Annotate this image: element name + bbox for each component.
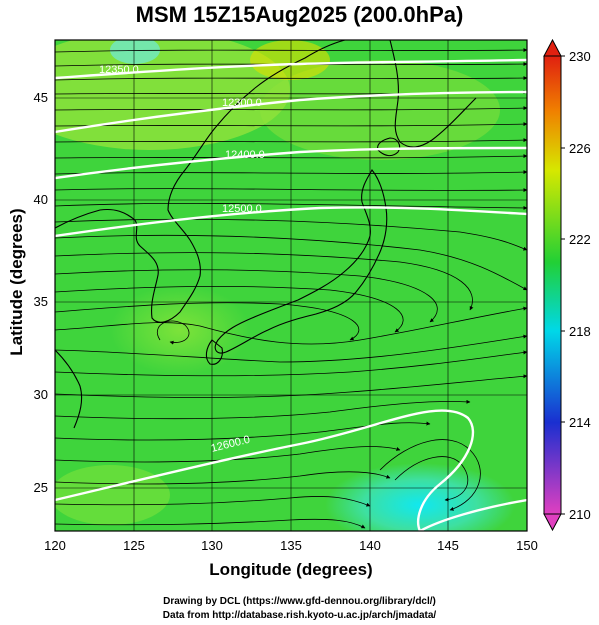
x-tick-labels: 120 125 130 135 140 145 150: [44, 538, 538, 553]
coastlines: [55, 40, 477, 429]
contour-label: 12350.0: [99, 64, 139, 76]
x-tick-label: 130: [201, 538, 223, 553]
colorbar-tick-label: 226: [569, 141, 591, 156]
colorbar-tick-label: 210: [569, 507, 591, 522]
plot-frame: [54, 39, 528, 532]
x-tick-label: 145: [437, 538, 459, 553]
colorbar-min-arrow: [543, 513, 562, 532]
chart-title: MSM 15Z15Aug2025 (200.0hPa): [135, 2, 464, 27]
contour-label: 12300.0: [222, 97, 262, 109]
y-axis-label: Latitude (degrees): [7, 208, 26, 356]
colorbar-tick-label: 222: [569, 232, 591, 247]
y-tick-label: 40: [34, 192, 48, 207]
y-tick-label: 25: [34, 480, 48, 495]
colorbar-tick-label: 230: [569, 49, 591, 64]
y-tick-label: 45: [34, 90, 48, 105]
credit-drawing: Drawing by DCL (https://www.gfd-dennou.o…: [163, 596, 436, 607]
lat-lon-grid: [55, 40, 527, 531]
y-tick-label: 30: [34, 387, 48, 402]
colorbar-tick-label: 214: [569, 415, 591, 430]
height-contours: [55, 58, 527, 531]
x-tick-label: 140: [359, 538, 381, 553]
x-tick-label: 135: [280, 538, 302, 553]
colorbar-tick-label: 218: [569, 324, 591, 339]
y-tick-label: 35: [34, 294, 48, 309]
contour-label: 12500.0: [222, 203, 262, 215]
colorbar-max-arrow: [543, 38, 562, 57]
x-tick-label: 150: [516, 538, 538, 553]
x-tick-label: 125: [123, 538, 145, 553]
temperature-field: [55, 40, 527, 531]
y-tick-labels: 25 30 35 40 45: [34, 90, 48, 495]
x-axis-label: Longitude (degrees): [209, 560, 373, 579]
x-tick-label: 120: [44, 538, 66, 553]
credit-data: Data from http://database.rish.kyoto-u.a…: [162, 610, 437, 621]
colorbar: 210 214 218 222 226 230: [543, 38, 591, 532]
contour-label: 12400.0: [225, 149, 265, 161]
